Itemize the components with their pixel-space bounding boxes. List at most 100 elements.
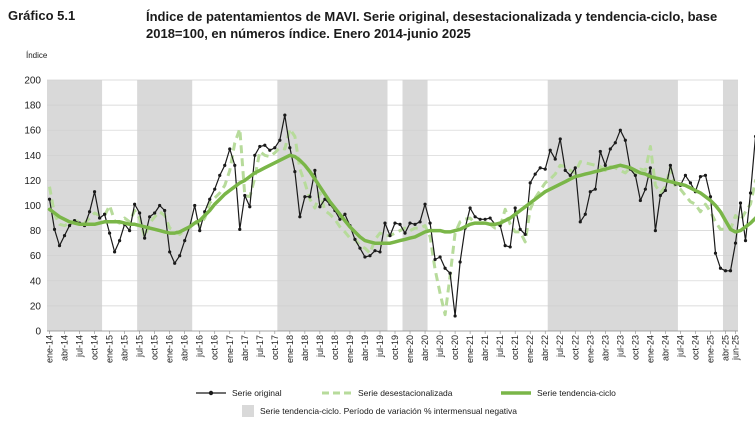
legend-item-desestacionalizada: Serie desestacionalizada	[322, 388, 453, 398]
x-tick-label-abr-20: abr-20	[420, 335, 430, 361]
data-point-original-86	[478, 217, 482, 221]
data-point-original-127	[683, 173, 688, 177]
y-axis-ticks: 0 20 40 60 80 100 120 140 160 180 200	[24, 76, 41, 338]
data-point-original-84	[468, 206, 472, 210]
data-point-original-119	[643, 187, 647, 191]
x-tick-label-ene-20: ene-20	[405, 335, 415, 363]
x-tick-label-oct-19: oct-19	[390, 335, 400, 360]
data-point-original-58	[338, 217, 342, 221]
data-point-original-53	[313, 168, 317, 172]
data-point-original-39	[243, 193, 247, 198]
data-point-original-46	[278, 138, 282, 142]
x-tick-label-oct-17: oct-17	[270, 335, 280, 360]
data-point-original-100	[548, 148, 552, 152]
data-point-original-110	[598, 149, 602, 154]
data-point-original-120	[648, 166, 652, 170]
x-tick-label-jul-23: jul-23	[615, 335, 625, 358]
data-point-original-24	[168, 250, 172, 254]
data-point-original-21	[153, 211, 157, 215]
data-point-original-112	[608, 147, 612, 151]
data-point-original-101	[553, 157, 557, 161]
data-point-original-121	[653, 229, 657, 233]
data-point-original-44	[268, 148, 272, 152]
data-point-original-38	[238, 227, 242, 231]
x-tick-label-oct-14: oct-14	[90, 335, 100, 360]
x-tick-label-abr-22: abr-22	[540, 335, 550, 361]
data-point-original-66	[378, 250, 382, 254]
data-point-original-122	[658, 193, 662, 198]
data-point-original-132	[708, 195, 713, 199]
data-point-original-93	[513, 206, 517, 210]
series-line-original	[48, 114, 755, 317]
data-point-original-2	[57, 244, 62, 248]
data-point-original-27	[183, 239, 187, 243]
data-point-original-118	[638, 198, 642, 203]
x-tick-label-jul-15: jul-15	[135, 335, 145, 358]
x-tick-label-jul-17: jul-17	[255, 335, 265, 358]
data-point-original-73	[413, 222, 417, 226]
data-point-original-87	[483, 217, 487, 221]
data-point-original-78	[438, 255, 442, 259]
data-point-original-91	[503, 244, 507, 248]
data-point-original-68	[388, 234, 392, 238]
data-point-original-33	[213, 187, 217, 191]
data-point-original-64	[368, 254, 372, 258]
y-tick-label-100: 100	[24, 201, 41, 212]
data-point-original-95	[523, 232, 527, 236]
data-point-original-25	[173, 261, 177, 265]
data-point-original-131	[703, 173, 708, 177]
data-point-original-76	[428, 221, 432, 225]
data-point-original-102	[558, 137, 562, 141]
x-tick-label-oct-20: oct-20	[450, 335, 460, 360]
data-point-original-18	[138, 211, 142, 215]
data-point-original-130	[698, 175, 703, 179]
data-point-original-22	[158, 203, 162, 208]
y-tick-label-20: 20	[30, 301, 42, 312]
x-tick-label-abr-18: abr-18	[300, 335, 310, 361]
series-line-tendencia	[47, 153, 755, 245]
data-point-original-1	[52, 227, 57, 231]
data-point-original-128	[688, 181, 693, 185]
x-tick-label-abr-16: abr-16	[180, 335, 190, 361]
data-point-original-71	[403, 231, 407, 235]
data-point-original-59	[343, 212, 347, 216]
data-point-original-67	[383, 221, 387, 225]
data-point-original-40	[248, 205, 252, 209]
data-point-original-109	[593, 187, 597, 191]
data-point-original-97	[533, 172, 537, 176]
y-tick-label-80: 80	[30, 226, 42, 237]
x-tick-label-jul-14: jul-14	[75, 335, 85, 358]
data-point-original-11	[102, 212, 107, 216]
data-point-original-29	[193, 203, 197, 208]
y-tick-label-40: 40	[30, 276, 42, 287]
data-point-original-3	[62, 234, 67, 238]
x-tick-label-ene-16: ene-16	[165, 335, 175, 363]
data-point-original-70	[398, 222, 402, 226]
data-point-original-14	[118, 239, 122, 243]
data-point-original-30	[198, 229, 202, 233]
data-point-original-105	[573, 166, 577, 170]
data-point-original-136	[728, 269, 733, 273]
data-point-original-88	[488, 216, 492, 220]
data-point-original-137	[733, 241, 738, 245]
x-tick-label-oct-16: oct-16	[210, 335, 220, 360]
data-point-original-79	[443, 266, 447, 270]
x-tick-label-ene-25: ene-25	[705, 335, 715, 363]
x-tick-label-ene-24: ene-24	[645, 335, 655, 363]
x-tick-label-abr-15: abr-15	[120, 335, 130, 361]
x-tick-label-jul-19: jul-19	[375, 335, 385, 358]
x-axis-ticks: ene-14 abr-14 jul-14 oct-14 ene-15 abr-15 jul-…	[45, 331, 740, 363]
data-point-original-10	[97, 216, 102, 220]
x-tick-label-abr-24: abr-24	[660, 335, 670, 361]
data-point-original-92	[508, 245, 512, 249]
data-point-original-138	[738, 201, 743, 205]
data-point-original-72	[408, 221, 412, 225]
data-point-original-52	[308, 195, 312, 199]
y-tick-label-140: 140	[24, 151, 41, 162]
data-point-original-103	[563, 168, 567, 172]
data-point-original-140	[748, 191, 753, 195]
x-tick-label-oct-21: oct-21	[510, 335, 520, 360]
legend-label-shade: Serie tendencia-ciclo. Período de variac…	[260, 406, 518, 416]
data-point-original-37	[233, 163, 237, 167]
